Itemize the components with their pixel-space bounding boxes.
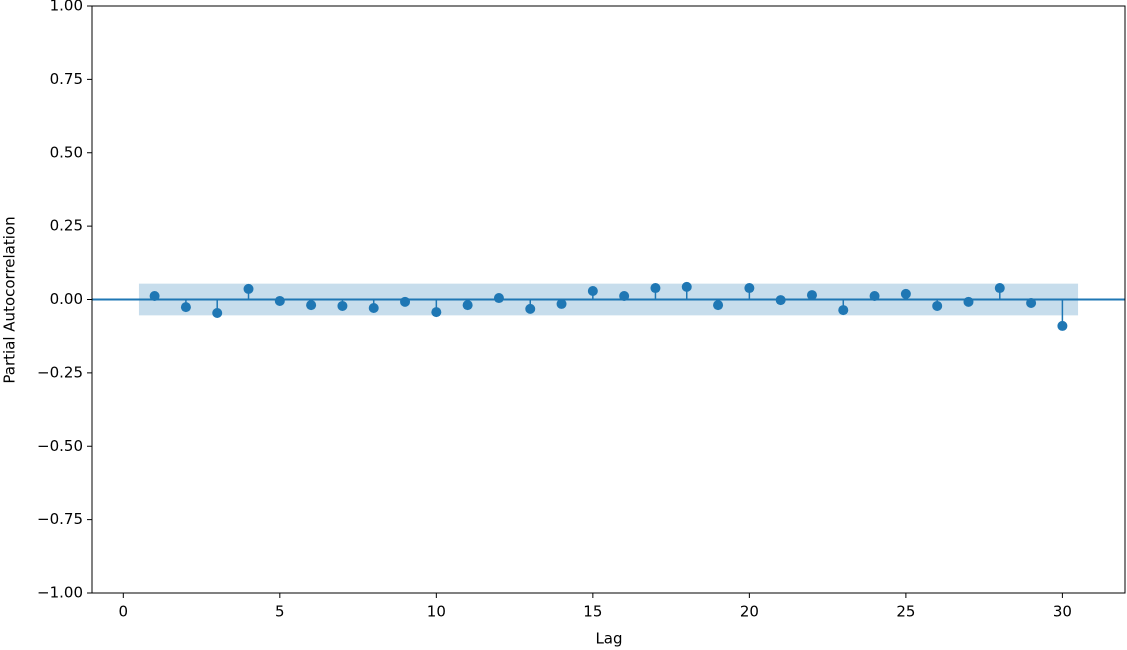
- stem-marker: [462, 300, 473, 311]
- stem-marker: [681, 281, 692, 292]
- stem-marker: [838, 305, 849, 316]
- stem-marker: [963, 296, 974, 307]
- stem-marker: [368, 303, 379, 314]
- x-tick-label: 5: [275, 603, 285, 621]
- stem-marker: [431, 307, 442, 318]
- stem-marker: [1026, 298, 1037, 309]
- stem-marker: [650, 283, 661, 294]
- plot-frame: [91, 5, 1126, 594]
- x-tick-label: 30: [1053, 603, 1072, 621]
- stem-marker: [493, 293, 504, 304]
- y-tick-label: 0.25: [50, 217, 83, 235]
- y-tick-label: −0.50: [37, 437, 83, 455]
- y-axis-label: Partial Autocorrelation: [1, 216, 19, 383]
- stem-marker: [869, 290, 880, 301]
- x-tick-label: 10: [427, 603, 446, 621]
- stem-marker: [306, 300, 317, 311]
- stem-marker: [525, 303, 536, 314]
- stem-marker: [994, 283, 1005, 294]
- stem-marker: [400, 296, 411, 307]
- stem-marker: [180, 302, 191, 313]
- stem-marker: [619, 290, 630, 301]
- stem-marker: [744, 283, 755, 294]
- y-tick-label: 0.50: [50, 143, 83, 161]
- y-tick-label: −0.75: [37, 510, 83, 528]
- y-tick-label: 0.75: [50, 70, 83, 88]
- y-tick-label: 0.00: [50, 290, 83, 308]
- x-axis-label: Lag: [595, 630, 622, 648]
- y-tick-label: −0.25: [37, 363, 83, 381]
- stem-marker: [337, 300, 348, 311]
- stem-marker: [713, 300, 724, 311]
- stem-marker: [900, 288, 911, 299]
- x-tick-label: 20: [740, 603, 759, 621]
- stem-marker: [932, 300, 943, 311]
- stem-marker: [775, 295, 786, 306]
- x-tick-label: 15: [583, 603, 602, 621]
- stem-marker: [274, 295, 285, 306]
- x-tick-label: 25: [896, 603, 915, 621]
- stem-marker: [212, 308, 223, 319]
- y-tick-label: −1.00: [37, 584, 83, 602]
- stem-marker: [149, 290, 160, 301]
- stem-marker: [587, 285, 598, 296]
- stem-marker: [243, 283, 254, 294]
- y-tick-label: 1.00: [50, 0, 83, 15]
- stem-marker: [1057, 320, 1068, 331]
- stem-marker: [806, 290, 817, 301]
- x-tick-label: 0: [119, 603, 129, 621]
- stem-marker: [556, 298, 567, 309]
